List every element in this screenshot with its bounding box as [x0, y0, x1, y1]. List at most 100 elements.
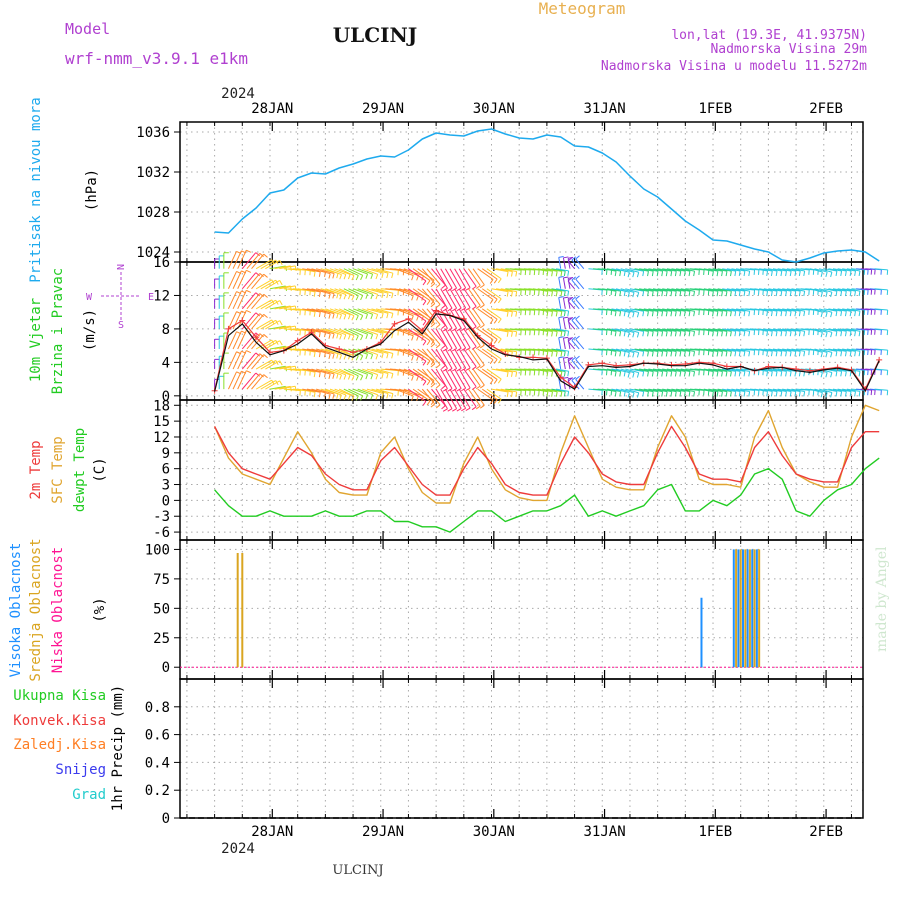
- wind-barb-flag: [355, 355, 359, 361]
- wind-barb: [274, 345, 291, 350]
- wind-barb: [571, 319, 580, 330]
- wind-barb-flag: [313, 351, 316, 358]
- wind-barb-flag: [381, 272, 384, 279]
- wind-barb-flag: [471, 386, 477, 391]
- wind-barb-flag: [632, 292, 635, 298]
- wind-barb-flag: [567, 377, 573, 382]
- wind-barb: [454, 348, 467, 369]
- wind-barb: [537, 348, 553, 353]
- wind-barb-flag: [259, 252, 264, 257]
- wind-barb: [251, 314, 265, 330]
- wind-barb: [399, 288, 419, 297]
- wind-barb-flag: [642, 291, 645, 297]
- wind-barb-flag: [560, 311, 563, 317]
- wind-barb-flag: [343, 294, 347, 300]
- wind-barb: [620, 268, 635, 273]
- wind-barb: [731, 328, 745, 332]
- wind-barb: [791, 288, 805, 292]
- wind-barb-flag: [497, 398, 502, 404]
- wind-barb-flag: [336, 353, 339, 359]
- wind-barb-flag: [789, 270, 792, 277]
- wind-barb-flag: [375, 354, 379, 360]
- wind-barb-flag: [748, 270, 751, 277]
- wind-barb-flag: [567, 371, 570, 377]
- wind-barb: [399, 268, 419, 277]
- wind-barb-flag: [511, 311, 513, 317]
- wind-barb: [832, 328, 847, 332]
- wind-barb-flag: [575, 275, 580, 280]
- wind-barb: [629, 368, 644, 372]
- wind-barb-flag: [339, 294, 342, 300]
- wind-barb: [662, 328, 677, 332]
- wind-barb: [662, 368, 677, 373]
- wind-barb: [546, 268, 562, 272]
- wind-barb-flag: [381, 333, 384, 339]
- wind-barb-flag: [263, 334, 268, 339]
- wind-barb: [736, 348, 750, 352]
- wind-barb: [726, 388, 741, 392]
- compass-w: W: [86, 292, 93, 303]
- wind-barb: [348, 268, 363, 276]
- wind-barb-flag: [734, 311, 737, 317]
- wind-barb: [362, 388, 378, 396]
- ytick-label: 12: [153, 288, 170, 304]
- wind-barb: [417, 388, 435, 402]
- ytick-label: 0: [162, 811, 170, 827]
- wind-barb: [620, 288, 635, 293]
- wind-barb-flag: [386, 293, 389, 299]
- wind-barb-flag: [725, 271, 728, 277]
- wind-barb-flag: [375, 374, 379, 380]
- wind-barb: [334, 388, 351, 396]
- wind-barb: [255, 339, 272, 350]
- wind-barb-flag: [716, 291, 719, 297]
- wind-barb-flag: [343, 314, 347, 320]
- wind-barb-flag: [849, 331, 852, 337]
- wind-barb-flag: [563, 311, 566, 317]
- wind-barb: [814, 388, 828, 393]
- wind-barb: [699, 348, 714, 352]
- wind-barb: [408, 368, 427, 382]
- wind-barb: [394, 328, 414, 337]
- wind-barb-flag: [347, 354, 351, 360]
- wind-barb: [265, 300, 280, 310]
- wind-barb-flag: [674, 311, 677, 317]
- wind-barb: [311, 388, 331, 395]
- wind-barb: [362, 328, 378, 335]
- wind-barb: [648, 308, 663, 312]
- wind-barb-flag: [712, 391, 714, 397]
- wind-barb: [408, 328, 427, 342]
- wind-barb: [717, 328, 732, 332]
- wind-barb-flag: [830, 352, 833, 358]
- wind-barb: [837, 348, 852, 352]
- wind-barb-flag: [318, 271, 321, 277]
- wind-barb: [722, 308, 736, 312]
- wind-barb-flag: [661, 311, 664, 317]
- wind-barb: [431, 288, 446, 306]
- wind-barb-flag: [627, 352, 630, 358]
- wind-barb: [394, 388, 414, 397]
- wind-barb: [712, 288, 728, 292]
- wind-barb-flag: [567, 357, 573, 362]
- wind-barb-flag: [381, 292, 384, 299]
- wind-barb-flag: [313, 372, 316, 378]
- wind-barb: [376, 288, 394, 294]
- wind-barb-flag: [820, 392, 823, 398]
- wind-barb-flag: [551, 311, 553, 317]
- wind-barb: [717, 308, 732, 312]
- wind-barb: [772, 268, 787, 272]
- wind-barb-flag: [743, 291, 746, 297]
- wind-barb-flag: [430, 299, 435, 305]
- wind-barb-flag: [789, 351, 792, 357]
- wind-barb: [399, 308, 419, 317]
- wind-barb: [558, 297, 562, 309]
- wind-barb-flag: [375, 334, 379, 340]
- ytick-label: -3: [153, 509, 170, 525]
- wind-barb: [472, 268, 485, 286]
- wind-barb-flag: [435, 344, 441, 349]
- wind-barb: [274, 285, 291, 290]
- wind-barb: [241, 332, 257, 350]
- wind-barb-flag: [370, 294, 374, 300]
- wind-barb-flag: [246, 269, 252, 273]
- wind-barb: [412, 328, 431, 342]
- wind-barb-flag: [679, 351, 682, 357]
